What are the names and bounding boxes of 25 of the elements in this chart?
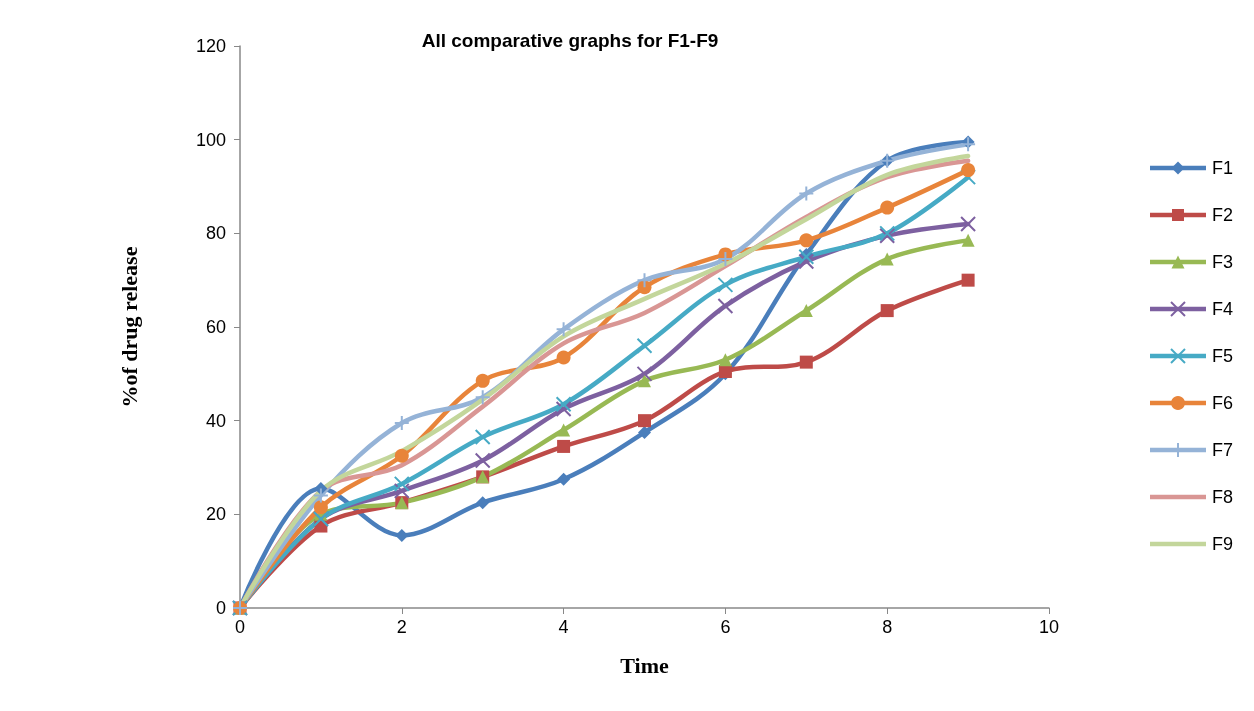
- legend-label: F6: [1212, 393, 1234, 413]
- legend-label: F3: [1212, 252, 1234, 272]
- x-tick-label: 10: [1038, 617, 1060, 637]
- y-tick-label: 20: [205, 504, 226, 525]
- x-tick-label: 4: [558, 617, 569, 637]
- y-tick-label: 100: [195, 129, 226, 150]
- legend-label: F4: [1212, 299, 1234, 319]
- legend-label: F7: [1212, 440, 1234, 460]
- x-tick-label: 6: [720, 617, 731, 637]
- x-tick-label: 0: [234, 617, 246, 637]
- legend-label: F1: [1212, 158, 1234, 178]
- chart-title: All comparative graphs for F1-F9: [421, 30, 719, 51]
- legend-label: F8: [1212, 487, 1234, 507]
- x-tick-label: 2: [396, 617, 407, 637]
- legend-label: F9: [1212, 534, 1234, 554]
- x-tick-label: 8: [882, 617, 893, 637]
- y-tick-label: 60: [205, 317, 226, 337]
- y-axis-title: %of drug release: [116, 246, 142, 408]
- y-tick-label: 80: [205, 223, 226, 244]
- y-tick-label: 40: [205, 410, 226, 431]
- legend-label: F2: [1212, 205, 1234, 225]
- y-tick-label: 0: [215, 598, 226, 618]
- legend-label: F5: [1212, 346, 1234, 366]
- y-tick-label: 120: [195, 36, 226, 56]
- x-axis-title: Time: [620, 652, 669, 678]
